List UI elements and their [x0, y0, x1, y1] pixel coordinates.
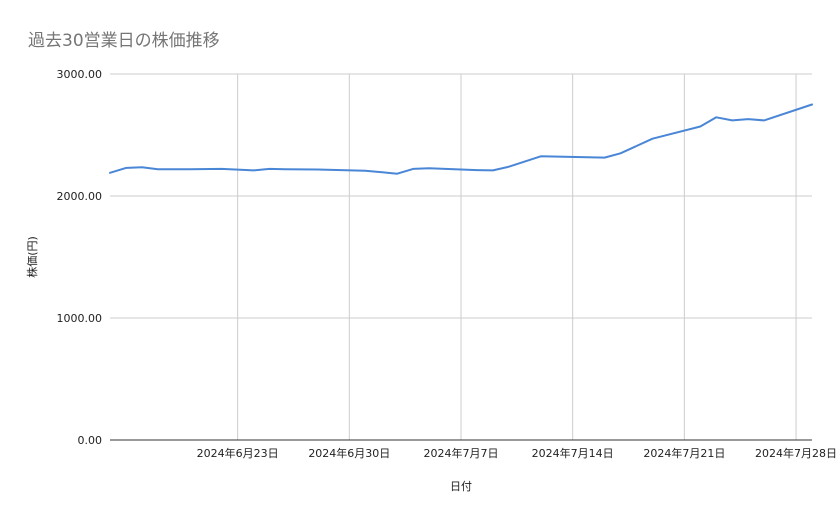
x-tick-label: 2024年6月30日: [308, 446, 390, 460]
series-lines: [109, 103, 813, 175]
y-tick-label: 3000.00: [57, 68, 103, 81]
y-axis-label: 株価(円): [25, 236, 39, 278]
y-tick-label: 0.00: [78, 434, 103, 447]
x-tick-label: 2024年7月28日: [755, 446, 837, 460]
y-tick-label: 1000.00: [57, 312, 103, 325]
y-tick-label: 2000.00: [57, 190, 103, 203]
x-tick-label: 2024年7月7日: [424, 446, 499, 460]
x-axis-label: 日付: [450, 480, 472, 493]
x-tick-labels: 2024年6月23日 2024年6月30日 2024年7月7日 2024年7月14日 2…: [197, 446, 837, 460]
y-tick-labels: 0.00 1000.00 2000.00 3000.00: [57, 68, 103, 447]
vertical-gridlines: [237, 74, 797, 440]
x-tick-label: 2024年7月21日: [643, 446, 725, 460]
series-line: [109, 103, 813, 175]
x-tick-label: 2024年7月14日: [532, 446, 614, 460]
chart-title: 過去30営業日の株価推移: [28, 31, 220, 51]
x-tick-label: 2024年6月23日: [197, 446, 279, 460]
